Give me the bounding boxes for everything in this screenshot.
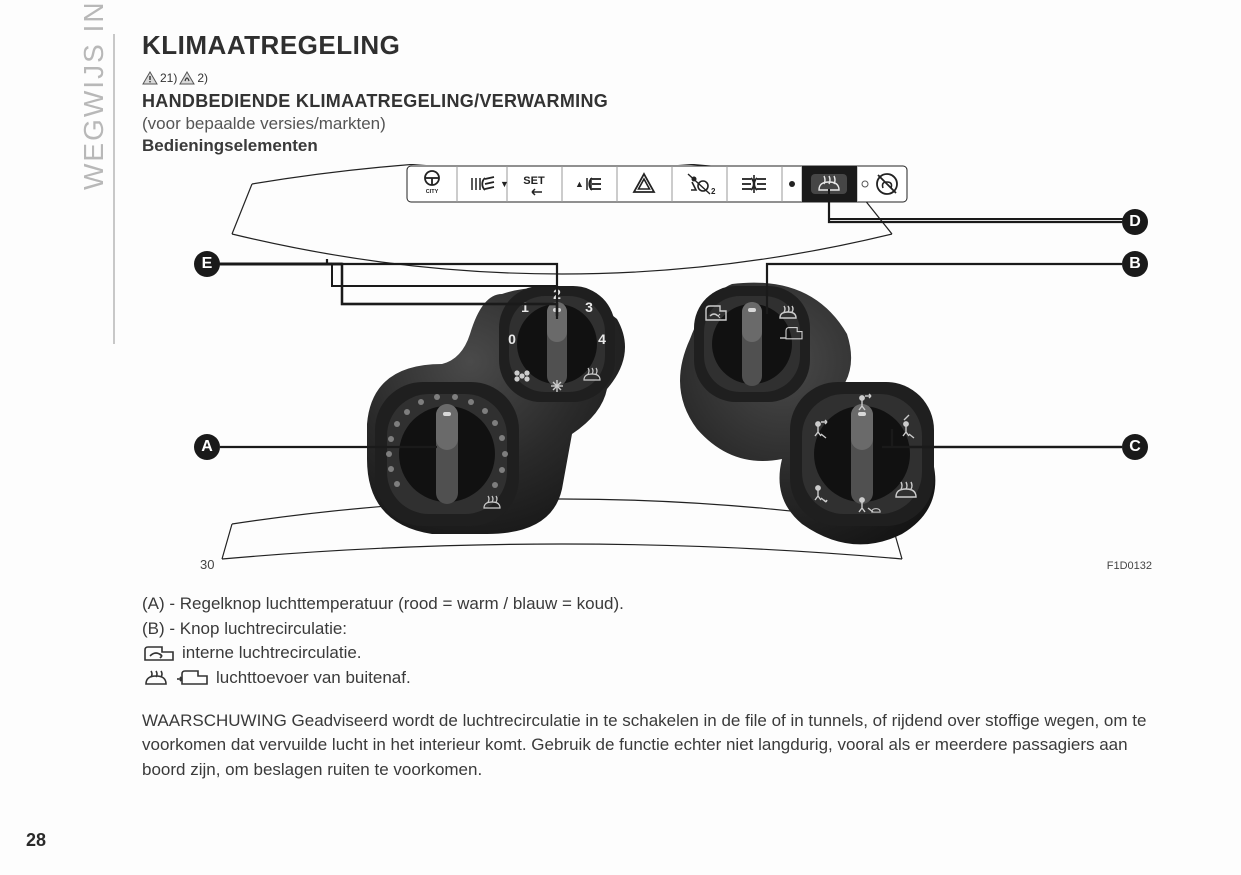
page-content: KLIMAATREGELING 21) 2) HANDBEDIENDE KLIM…	[142, 30, 1201, 782]
climate-controls-figure: CITY ▼ SET ▲	[192, 164, 1152, 574]
legend-a: (A) - Regelknop luchttemperatuur (rood =…	[142, 592, 1201, 617]
section-side-label: WEGWIJS IN UW AUTO	[78, 0, 110, 190]
legend-recirc-external-text: luchttoevoer van buitenaf.	[216, 666, 411, 691]
warning-paragraph: WAARSCHUWING Geadviseerd wordt de luchtr…	[142, 709, 1162, 783]
figure-svg: CITY ▼ SET ▲	[192, 164, 1152, 574]
warning-triangle-icon	[179, 71, 195, 85]
side-rule	[113, 34, 115, 344]
legend-recirc-internal-text: interne luchtrecirculatie.	[182, 641, 362, 666]
svg-text:0: 0	[508, 331, 516, 347]
recirc-external-icon	[176, 669, 210, 687]
svg-text:1: 1	[521, 299, 529, 315]
warn-ref-text: 21)	[160, 71, 177, 85]
defrost-icon	[142, 669, 170, 687]
svg-text:3: 3	[585, 299, 593, 315]
svg-text:▼: ▼	[500, 179, 509, 189]
svg-text:SET: SET	[523, 175, 545, 187]
page-title: KLIMAATREGELING	[142, 30, 1201, 61]
callout-d: D	[1122, 209, 1148, 235]
svg-text:CITY: CITY	[426, 189, 439, 195]
controls-heading: Bedieningselementen	[142, 136, 1201, 156]
warning-triangle-icon	[142, 71, 158, 85]
callout-b: B	[1122, 251, 1148, 277]
callout-c: C	[1122, 434, 1148, 460]
warn-ref-text: 2)	[197, 71, 208, 85]
legend-recirc-external-row: luchttoevoer van buitenaf.	[142, 666, 1201, 691]
subtitle: HANDBEDIENDE KLIMAATREGELING/VERWARMING	[142, 91, 1201, 112]
callout-a: A	[194, 434, 220, 460]
subtitle-note: (voor bepaalde versies/markten)	[142, 114, 1201, 134]
svg-text:2: 2	[711, 187, 716, 196]
warning-references: 21) 2)	[142, 71, 1201, 85]
callout-e: E	[194, 251, 220, 277]
svg-text:▲: ▲	[575, 179, 584, 189]
figure-code: F1D0132	[1107, 560, 1152, 572]
left-knob-cluster: 2 1 3 0 4	[367, 286, 625, 534]
legend-block: (A) - Regelknop luchttemperatuur (rood =…	[142, 592, 1201, 782]
page-number: 28	[26, 830, 46, 851]
svg-text:4: 4	[598, 331, 606, 347]
figure-number: 30	[200, 557, 214, 572]
recirc-internal-icon	[142, 645, 176, 663]
button-bar: CITY ▼ SET ▲	[407, 166, 907, 202]
legend-recirc-internal-row: interne luchtrecirculatie.	[142, 641, 1201, 666]
legend-b: (B) - Knop luchtrecirculatie:	[142, 617, 1201, 642]
